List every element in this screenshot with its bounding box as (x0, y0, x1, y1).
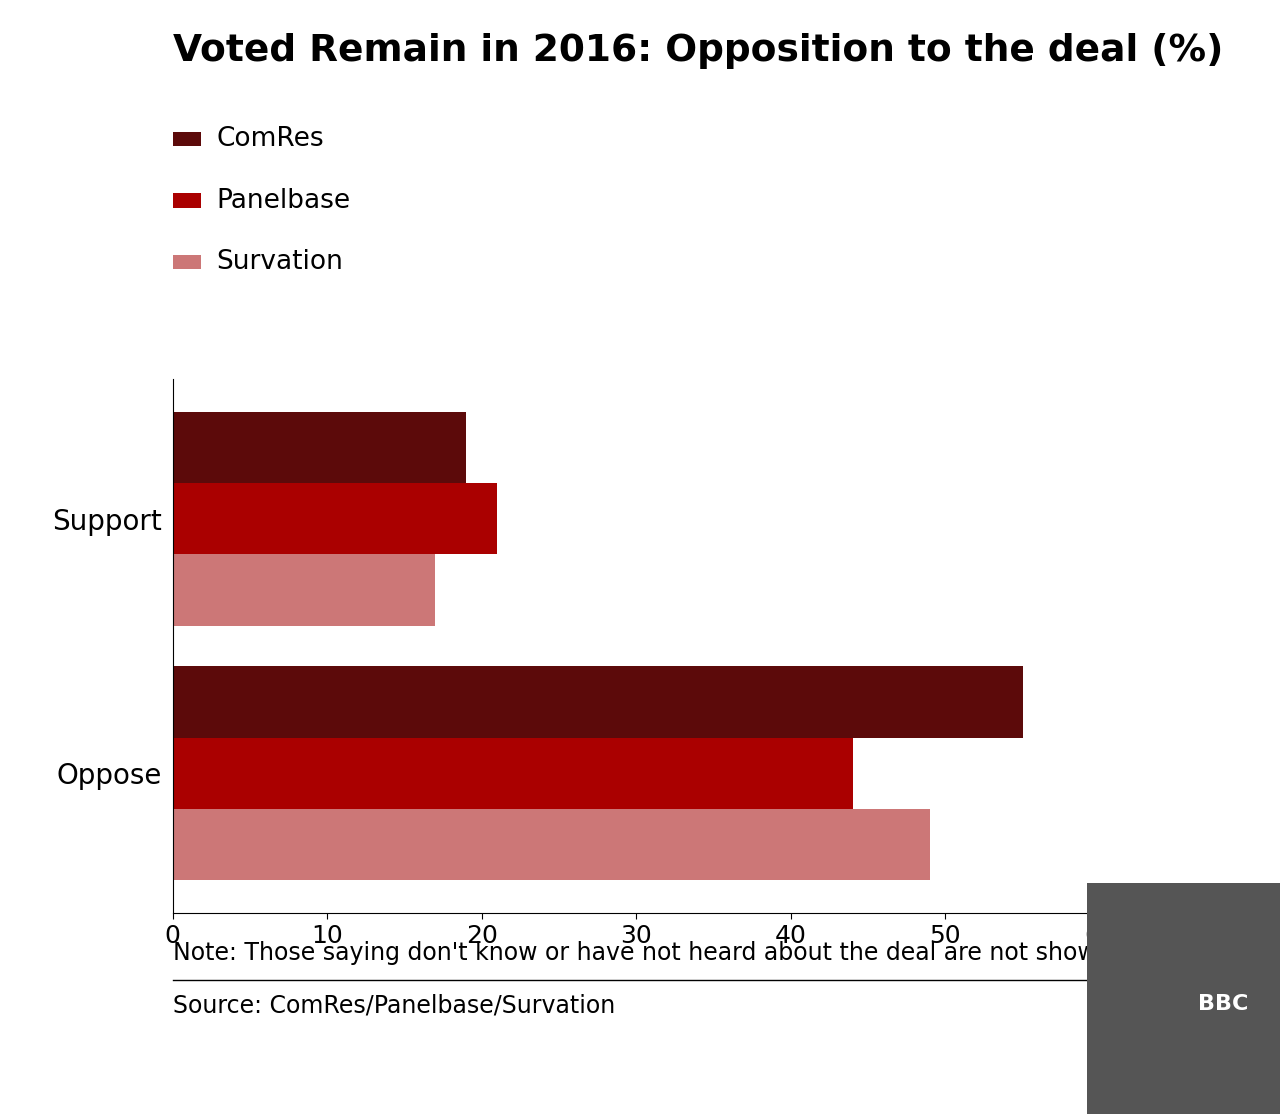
Bar (173, 666, 1023, 737)
Text: Source: ComRes/Panelbase/Survation: Source: ComRes/Panelbase/Survation (173, 994, 616, 1018)
Text: Survation: Survation (216, 248, 343, 275)
Bar (173, 555, 435, 626)
Bar (173, 737, 852, 809)
Text: Voted Remain in 2016: Opposition to the deal (%): Voted Remain in 2016: Opposition to the … (173, 33, 1224, 69)
Bar (173, 483, 498, 555)
Bar (173, 412, 466, 483)
Text: Note: Those saying don't know or have not heard about the deal are not shown: Note: Those saying don't know or have no… (173, 941, 1111, 966)
Text: Panelbase: Panelbase (216, 187, 351, 214)
Bar (173, 809, 931, 880)
Text: ComRes: ComRes (216, 126, 324, 153)
Text: BBC: BBC (1198, 994, 1248, 1014)
